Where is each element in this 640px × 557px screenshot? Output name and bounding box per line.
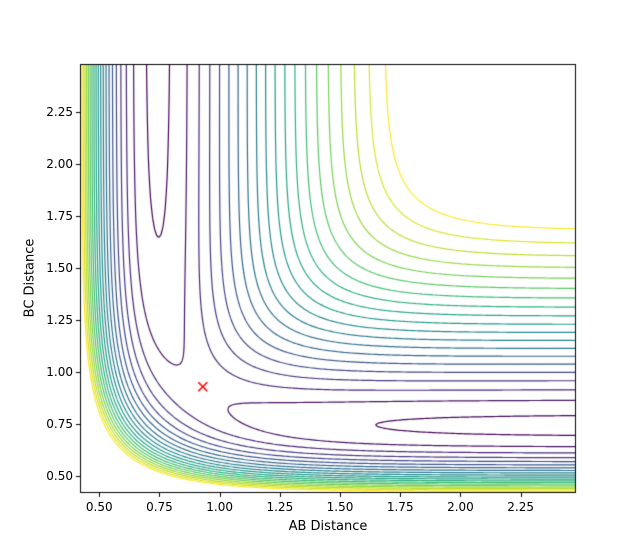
y-tick-label: 0.50: [46, 469, 73, 484]
x-tick-label: 1.00: [206, 500, 233, 514]
y-tick-label: 2.25: [46, 104, 73, 119]
y-tick-label: 1.50: [46, 261, 73, 276]
x-tick-label: 2.25: [507, 500, 534, 514]
y-tick-label: 0.75: [46, 417, 73, 432]
y-tick-label: 2.00: [46, 156, 73, 171]
x-tick-label: 1.75: [386, 500, 414, 514]
x-tick-label: 0.75: [146, 500, 173, 514]
x-axis-label: AB Distance: [288, 519, 368, 534]
x-tick-label: 2.00: [447, 500, 474, 514]
y-tick-label: 1.00: [46, 365, 73, 380]
x-tick-label: 1.25: [266, 500, 294, 514]
x-tick-label: 1.50: [326, 500, 354, 514]
y-tick-label: 1.75: [46, 209, 73, 224]
y-axis-label: BC Distance: [22, 238, 38, 318]
y-tick-label: 1.25: [46, 313, 73, 328]
x-tick-label: 0.50: [85, 500, 113, 514]
